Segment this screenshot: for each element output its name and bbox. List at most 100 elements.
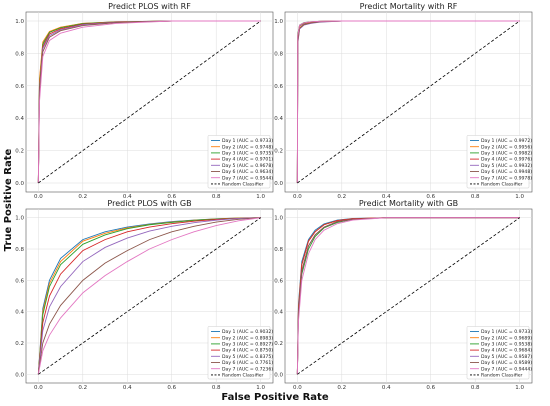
y-tick-label: 0.2 bbox=[274, 341, 283, 347]
x-tick-label: 1.0 bbox=[515, 385, 524, 391]
y-tick-label: 0.2 bbox=[15, 341, 24, 347]
x-tick-label: 0.0 bbox=[293, 194, 302, 200]
random-classifier-line bbox=[38, 217, 261, 375]
legend-box bbox=[466, 326, 530, 380]
panel-title: Predict PLOS with RF bbox=[108, 2, 191, 11]
x-tick-label: 0.4 bbox=[123, 194, 132, 200]
x-tick-label: 1.0 bbox=[256, 194, 265, 200]
x-tick-label: 1.0 bbox=[515, 194, 524, 200]
legend-box bbox=[207, 135, 271, 189]
legend-entry: Day 2 (AUC = 0.9956) bbox=[481, 144, 532, 150]
roc-curve-day-4 bbox=[37, 217, 261, 375]
legend: Day 1 (AUC = 0.9733)Day 2 (AUC = 0.9689)… bbox=[466, 326, 532, 380]
x-tick-label: 0.8 bbox=[212, 194, 221, 200]
x-tick-label: 1.0 bbox=[256, 385, 265, 391]
y-tick-label: 0.0 bbox=[15, 181, 24, 187]
x-tick-label: 0.0 bbox=[34, 194, 43, 200]
legend-entry: Day 4 (AUC = 0.9684) bbox=[481, 348, 532, 354]
legend-entry: Day 1 (AUC = 0.9733) bbox=[481, 329, 532, 335]
legend-entry: Day 5 (AUC = 0.9587) bbox=[481, 354, 532, 360]
x-tick-label: 0.4 bbox=[123, 385, 132, 391]
legend-entry: Day 7 (AUC = 0.9978) bbox=[481, 175, 532, 181]
legend-entry: Day 7 (AUC = 0.7236) bbox=[222, 366, 273, 372]
y-tick-label: 0.8 bbox=[274, 247, 283, 253]
legend: Day 1 (AUC = 0.9032)Day 2 (AUC = 0.8983)… bbox=[207, 326, 273, 380]
x-tick-label: 0.8 bbox=[471, 194, 480, 200]
y-tick-label: 0.6 bbox=[274, 278, 283, 284]
roc-curve-day-5 bbox=[37, 217, 261, 375]
legend-entry: Day 1 (AUC = 0.9972) bbox=[481, 138, 532, 144]
y-tick-label: 0.0 bbox=[274, 181, 283, 187]
legend-entry: Day 6 (AUC = 0.7761) bbox=[222, 360, 273, 366]
y-tick-label: 0.6 bbox=[15, 278, 24, 284]
y-tick-label: 1.0 bbox=[15, 19, 24, 25]
x-tick-label: 0.8 bbox=[471, 385, 480, 391]
legend-entry: Random Classifier bbox=[222, 373, 264, 379]
legend-entry: Day 4 (AUC = 0.9976) bbox=[481, 157, 532, 163]
legend-entry: Day 2 (AUC = 0.8983) bbox=[222, 335, 273, 341]
roc-curve-day-7 bbox=[37, 217, 261, 375]
y-tick-label: 0.2 bbox=[274, 149, 283, 155]
legend-entry: Day 6 (AUC = 0.9634) bbox=[222, 169, 273, 175]
panel-title: Predict PLOS with GB bbox=[107, 199, 191, 208]
legend-box bbox=[466, 135, 530, 189]
legend-entry: Day 3 (AUC = 0.9538) bbox=[481, 342, 532, 348]
roc-panel-3: 0.0 0.2 0.4 0.6 0.8 1.0 0.0 0.2 0.4 0.6 0.8 1.0 Pred… bbox=[15, 199, 274, 391]
roc-curve-day-6 bbox=[37, 217, 261, 375]
legend: Day 1 (AUC = 0.9733)Day 2 (AUC = 0.9748)… bbox=[207, 135, 273, 189]
legend-box bbox=[207, 326, 271, 380]
legend-entry: Day 2 (AUC = 0.9689) bbox=[481, 335, 532, 341]
x-tick-label: 0.4 bbox=[382, 194, 391, 200]
x-tick-label: 0.0 bbox=[293, 385, 302, 391]
legend-entry: Random Classifier bbox=[222, 182, 264, 188]
y-tick-label: 0.8 bbox=[274, 51, 283, 57]
legend-entry: Day 1 (AUC = 0.9733) bbox=[222, 138, 273, 144]
x-tick-label: 0.8 bbox=[212, 385, 221, 391]
legend-entry: Day 3 (AUC = 0.9735) bbox=[222, 151, 273, 157]
y-tick-label: 0.4 bbox=[15, 116, 24, 122]
random-classifier-line bbox=[38, 20, 261, 184]
y-tick-label: 0.0 bbox=[274, 372, 283, 378]
legend-entry: Day 4 (AUC = 0.9701) bbox=[222, 157, 273, 163]
y-tick-label: 0.8 bbox=[15, 51, 24, 57]
legend-entry: Day 4 (AUC = 0.8750) bbox=[222, 348, 273, 354]
x-tick-label: 0.0 bbox=[34, 385, 43, 391]
legend: Day 1 (AUC = 0.9972)Day 2 (AUC = 0.9956)… bbox=[466, 135, 532, 189]
legend-entry: Day 6 (AUC = 0.9589) bbox=[481, 360, 532, 366]
panel-title: Predict Mortality with GB bbox=[359, 199, 458, 208]
y-tick-label: 0.6 bbox=[15, 84, 24, 90]
legend-entry: Day 7 (AUC = 0.9444) bbox=[481, 366, 532, 372]
roc-curve-day-7 bbox=[296, 20, 520, 184]
legend-entry: Random Classifier bbox=[481, 182, 523, 188]
figure-x-label: False Positive Rate bbox=[221, 392, 328, 403]
random-classifier-line bbox=[297, 217, 520, 375]
x-tick-label: 0.4 bbox=[382, 385, 391, 391]
legend-entry: Day 3 (AUC = 0.8927) bbox=[222, 342, 273, 348]
y-tick-label: 0.4 bbox=[15, 310, 24, 316]
roc-curve-day-7 bbox=[37, 20, 261, 184]
x-tick-label: 0.6 bbox=[426, 194, 435, 200]
x-tick-label: 0.6 bbox=[167, 194, 176, 200]
x-tick-label: 0.2 bbox=[337, 385, 346, 391]
legend-entry: Day 2 (AUC = 0.9748) bbox=[222, 144, 273, 150]
y-tick-label: 1.0 bbox=[15, 216, 24, 222]
y-tick-label: 1.0 bbox=[274, 216, 283, 222]
x-tick-label: 0.2 bbox=[78, 194, 87, 200]
figure-y-label: True Positive Rate bbox=[3, 148, 14, 251]
legend-entry: Day 7 (AUC = 0.9544) bbox=[222, 175, 273, 181]
legend-entry: Day 6 (AUC = 0.9948) bbox=[481, 169, 532, 175]
x-tick-label: 0.6 bbox=[167, 385, 176, 391]
legend-entry: Day 3 (AUC = 0.9982) bbox=[481, 151, 532, 157]
roc-curve-day-7 bbox=[296, 217, 520, 375]
roc-panel-1: 0.0 0.2 0.4 0.6 0.8 1.0 0.0 0.2 0.4 0.6 0.8 1.0 Pred… bbox=[15, 2, 274, 200]
y-tick-label: 0.6 bbox=[274, 84, 283, 90]
roc-panel-4: 0.0 0.2 0.4 0.6 0.8 1.0 0.0 0.2 0.4 0.6 0.8 1.0 Pred… bbox=[274, 199, 533, 391]
y-tick-label: 0.2 bbox=[15, 149, 24, 155]
x-tick-label: 0.2 bbox=[337, 194, 346, 200]
random-classifier-line bbox=[297, 20, 520, 184]
legend-entry: Day 5 (AUC = 0.8375) bbox=[222, 354, 273, 360]
y-tick-label: 0.4 bbox=[274, 310, 283, 316]
y-tick-label: 0.8 bbox=[15, 247, 24, 253]
roc-panel-2: 0.0 0.2 0.4 0.6 0.8 1.0 0.0 0.2 0.4 0.6 0.8 1.0 Pred… bbox=[274, 2, 533, 200]
